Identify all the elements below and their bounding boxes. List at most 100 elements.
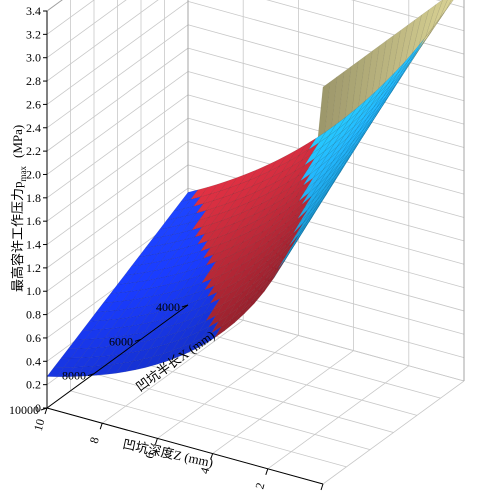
surface-patch [188,320,207,337]
surface-patch [186,257,204,272]
pressure-tick-label: 3.2 [26,27,41,41]
floor-gridline [212,350,354,454]
depth-axis-tick [154,438,158,445]
surface-patch [159,217,178,230]
surface-patch [181,219,200,233]
surface-patch [117,334,135,346]
pressure-tick-label: 1.4 [26,238,41,252]
surface-patch [125,297,144,310]
pressure-tick-label: 1.6 [26,214,41,228]
pressure-tick-label: 1.2 [26,261,41,275]
surface-layer [46,0,454,377]
depth-axis-tick [320,483,324,491]
pressure-tick-label: 1.0 [26,284,41,298]
surface-patch [201,213,220,228]
pressure-axis-title-main: 最高容许工作压力p [10,181,25,292]
surface-patch [174,342,193,359]
depth-tick-label: 4 [197,466,212,475]
pressure-tick-label: 3.0 [26,51,41,65]
floor-gridline [117,356,394,433]
pressure-tick-label: 2.4 [26,121,41,135]
surface-patch [194,278,213,294]
surface-patch [66,366,84,377]
surface-patch [390,61,408,85]
surface-patch [190,186,209,200]
surface-patch [198,315,217,333]
surface-patch [107,335,125,348]
back-wall-gridline [187,24,465,102]
surface-patch [245,276,263,297]
back-wall-gridline [187,1,465,78]
halflength-axis-tick [87,373,95,377]
axis-layer: 0 0.2 0.4 0.6 0.8 1.0 1.2 1.4 1.6 1.8 2.0 2.2 2.4 2.6… [9,4,324,491]
surface-patch [269,155,287,172]
surface-patch [320,175,338,200]
surface-patch [432,0,448,28]
surface-patch [173,310,192,326]
surface-patch [124,323,142,337]
surface-patch [215,246,234,262]
surface-patch [210,180,228,195]
surface-patch [234,302,252,324]
depth-tick-label: 6 [142,451,157,460]
surface-patch [233,208,252,224]
pressure-tick-label: 0.2 [26,378,41,392]
surface-patch [94,328,113,340]
surface-patch [351,127,369,154]
surface-patch [164,232,183,245]
surface-patch [110,344,128,356]
surface-patch [439,0,452,18]
surface-patch [87,337,106,349]
surface-patch [195,309,214,326]
surface-patch [239,219,258,237]
surface-patch [425,0,443,37]
halflength-tick-label: 6000 [109,334,133,348]
surface-patch [95,301,114,313]
surface-patch [377,72,396,95]
pressure-axis-title: 最高容许工作压力pmax (MPa) [10,125,28,292]
surface-patch [427,12,445,38]
surface-patch [204,220,223,235]
depth-axis-line [46,407,324,485]
surface-patch [160,306,179,321]
pressure-tick-label: 0.8 [26,308,41,322]
back-wall-gridline [435,0,465,8]
halflength-axis-tick [40,407,48,411]
surface-patch [290,169,308,188]
surface-patch [183,250,202,265]
surface-patch [146,327,165,341]
pressure-tick-label: 0.4 [26,354,41,368]
halflength-axis-tick [134,338,142,342]
back-wall-gridline [187,164,465,242]
surface-patch [202,243,221,259]
surface-patch [212,187,231,201]
surface-patch [187,233,206,248]
surface-patch [338,108,356,129]
floor-gridline [93,373,371,451]
surface-patch [143,260,162,273]
surface-patch [219,177,238,192]
surface-patch [229,173,248,188]
pressure-tick-label: 0.6 [26,331,41,345]
surface-patch [115,299,134,311]
surface-patch [359,107,377,131]
surface-patch [170,246,189,260]
depth-tick-label: 2 [252,481,267,490]
surface-patch [169,328,187,344]
pressure-tick-label: 2.0 [26,167,41,181]
pressure-tick-label: 2.6 [26,97,41,111]
depth-axis-tick [99,423,103,430]
surface-patch [179,212,197,226]
surface-patch [180,300,199,315]
halflength-tick-label: 10000 [9,403,39,417]
halflength-tick-label: 8000 [62,369,86,383]
surface-patch [446,0,454,9]
surface-patch [142,286,161,299]
pressure-axis-title-sub: max [18,165,28,181]
depth-axis-tick [44,407,48,415]
halflength-axis-line [46,304,189,409]
surface-patch [437,0,454,24]
pressure-tick-label: 0 [35,401,41,415]
surface-patch [53,357,72,368]
